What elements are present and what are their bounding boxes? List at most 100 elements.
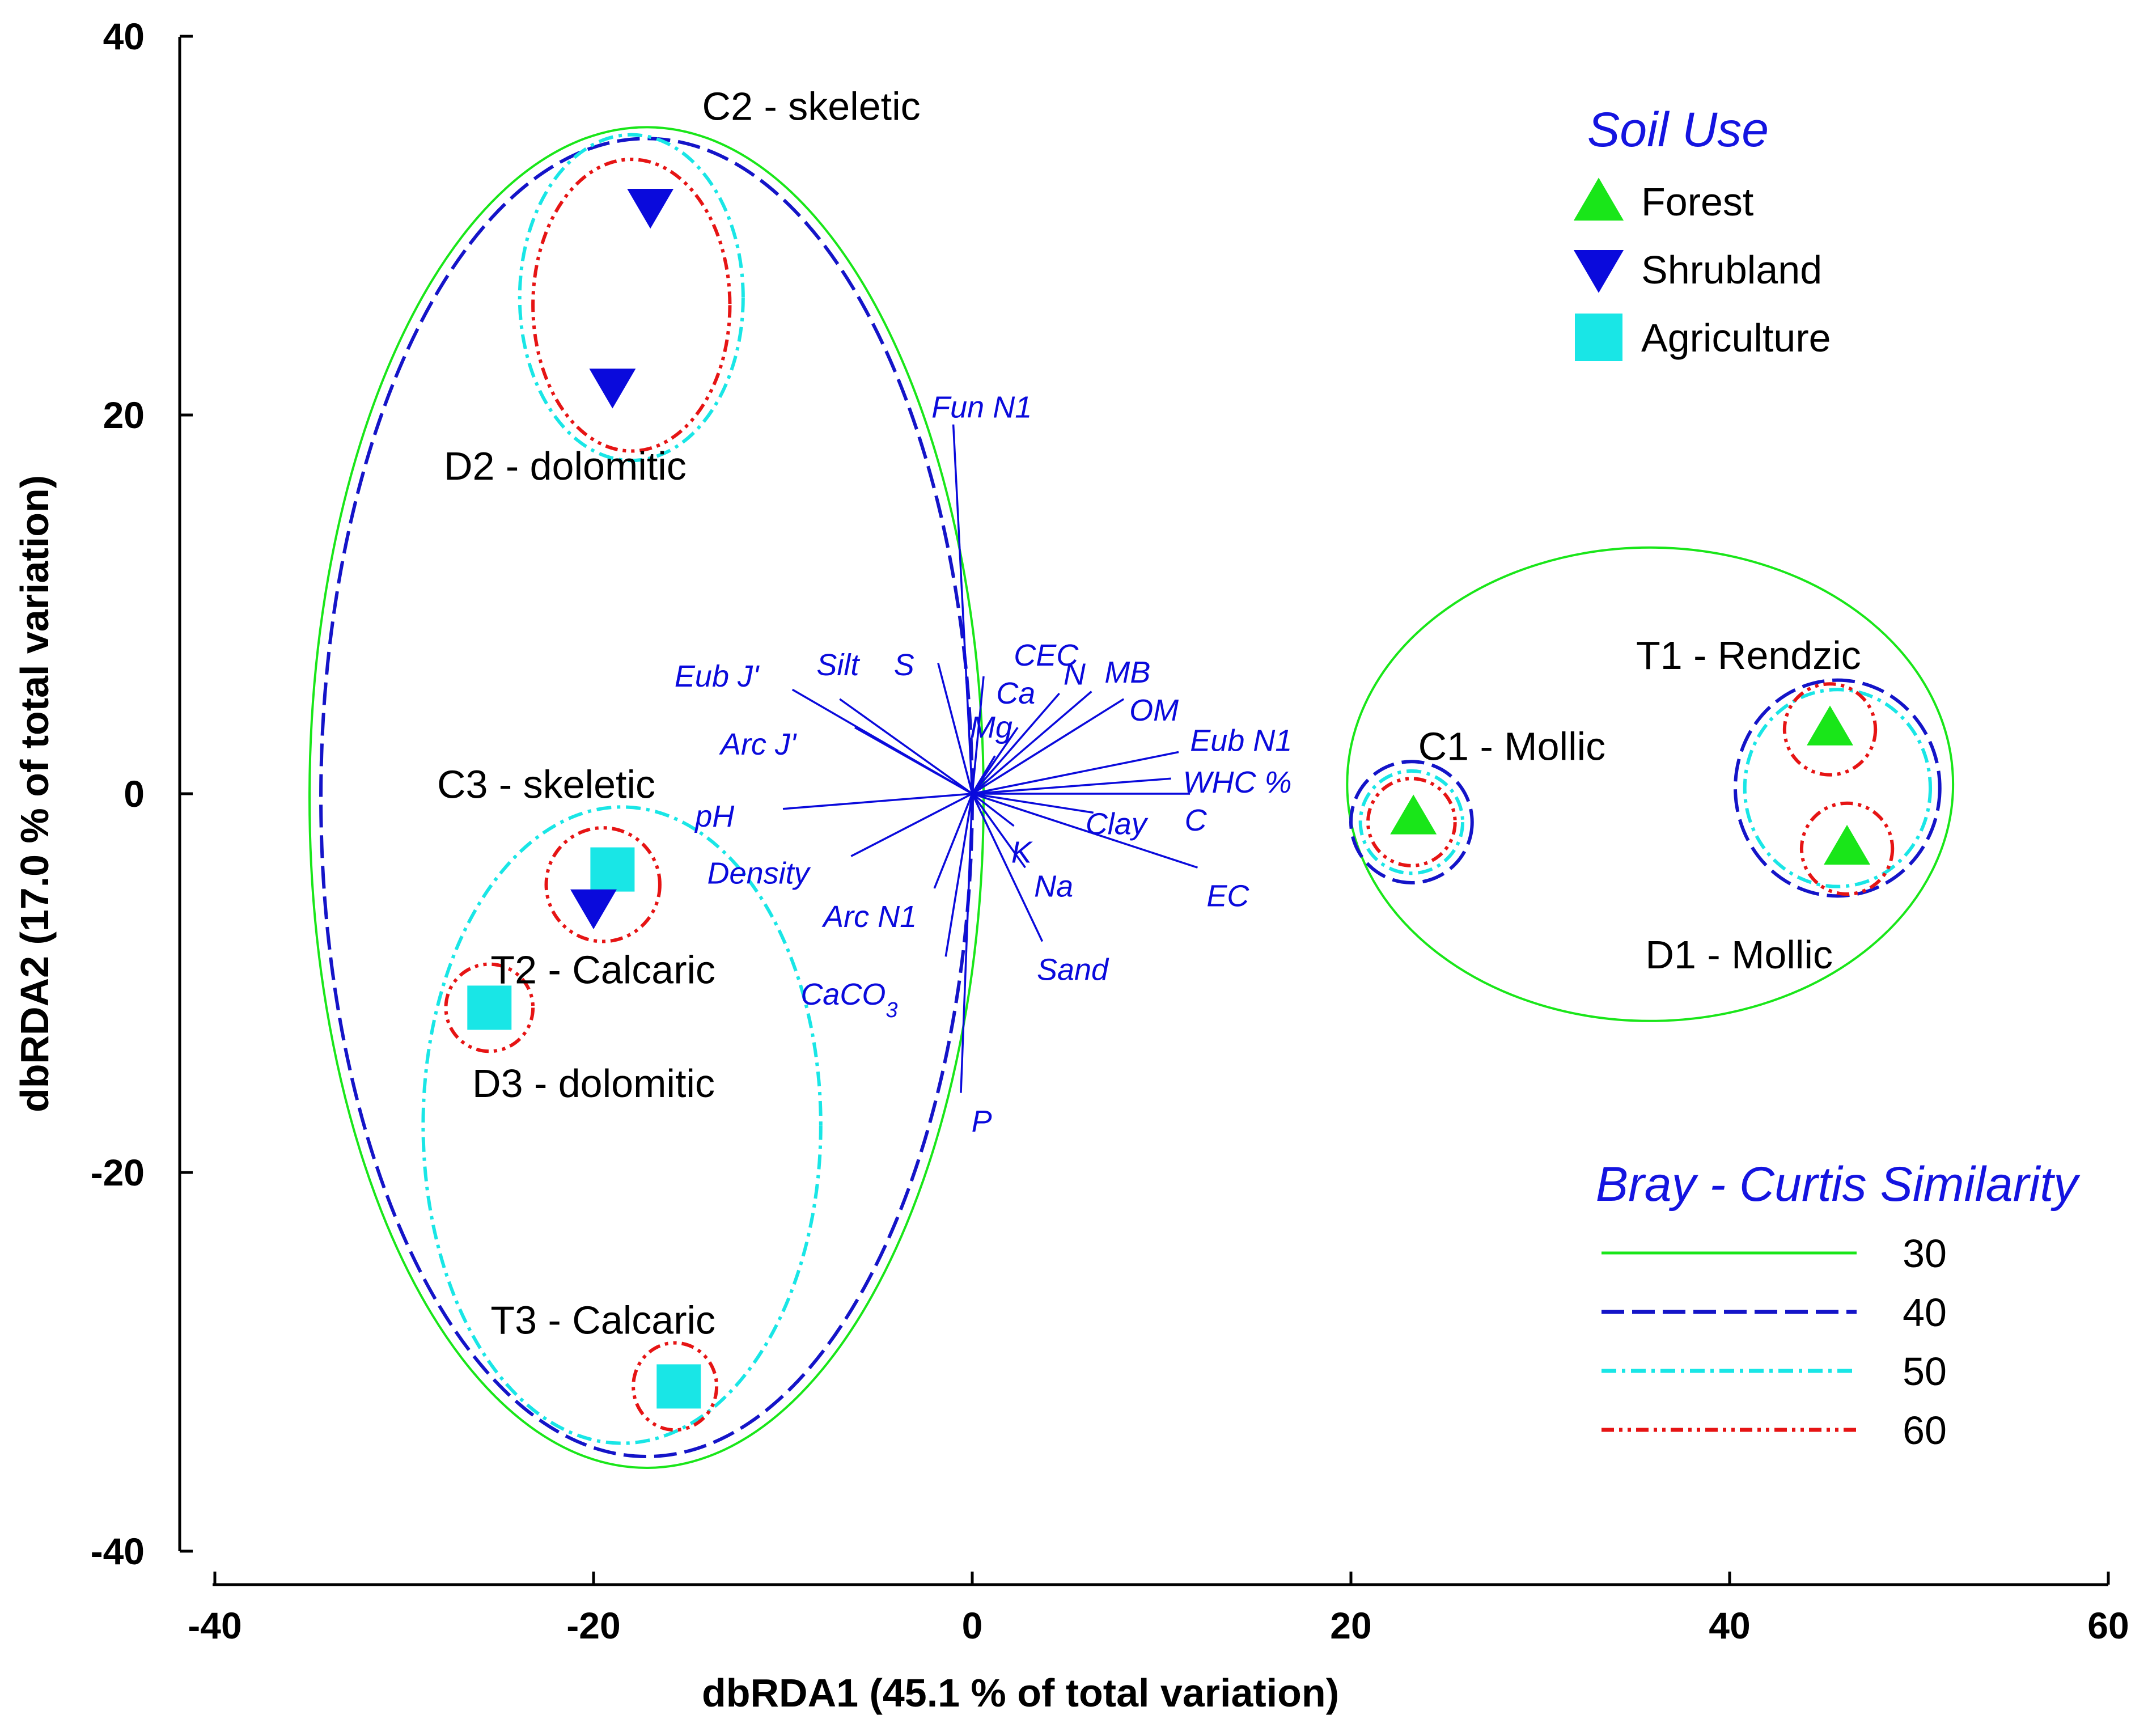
vector-caco [944,793,973,957]
vector-label-mb: MB [1104,655,1150,689]
cluster-ellipse-50 [421,805,823,1445]
y-tick-label: -20 [91,1151,145,1193]
vector-na [971,793,1026,869]
vector-label-p: P [972,1104,992,1138]
x-tick-label: -20 [566,1604,620,1646]
site-label-t1-rendzic: T1 - Rendzic [1636,633,1861,678]
site-label-d3-dolomitic: D3 - dolomitic [472,1061,715,1106]
legend-level-40: 40 [1903,1290,1947,1335]
sample-points [467,189,1871,1409]
x-axis-title: dbRDA1 (45.1 % of total variation) [702,1671,1339,1715]
vector-label-ph: pH [694,799,735,833]
cluster-ellipse-60 [444,962,535,1053]
vector-label-cec: CEC [1014,638,1079,672]
vector-silt [839,698,973,795]
axes: dbRDA1 (45.1 % of total variation) dbRDA… [12,15,2129,1715]
cluster-ellipse-60 [531,158,732,453]
point-d2-dolomitic-shrubland [589,369,636,409]
vector-label-om: OM [1129,693,1179,727]
y-tick-label: 40 [103,15,145,57]
legend-level-60: 60 [1903,1408,1947,1453]
site-label-c1-mollic: C1 - Mollic [1418,725,1606,769]
vector-n [971,692,1060,795]
site-labels: C2 - skeletic D2 - dolomitic C3 - skeletic… [437,84,1861,1343]
vector-label-ca: Ca [996,676,1035,710]
legend-marker-forest [1573,177,1624,221]
legend-label-shrubland: Shrubland [1641,248,1822,292]
x-tick-label: -40 [188,1604,242,1646]
vector-label-c: C [1185,803,1208,837]
vector-p [960,793,973,1093]
point-d1-mollic-forest [1824,824,1871,865]
y-axis-title: dbRDA2 (17.0 % of total variation) [12,475,57,1112]
point-d3-dolomitic-agriculture [467,985,512,1030]
vector-label-s: S [894,648,914,682]
vector-density [850,793,973,857]
vector-om [972,698,1125,795]
vector-label-na: Na [1034,870,1073,904]
vector-label-eub-n1: Eub N1 [1190,723,1292,757]
vector-mb [971,691,1092,795]
legend-marker-shrubland [1573,249,1624,293]
vector-cec [971,676,985,794]
legend-level-30: 30 [1903,1231,1947,1276]
point-c1-mollic-forest [1390,794,1437,835]
site-label-d2-dolomitic: D2 - dolomitic [444,444,687,488]
soil-use-legend-title: Soil Use [1587,103,1769,157]
y-tick-label: -40 [91,1530,145,1572]
cluster-ellipse-40 [1349,760,1474,884]
point-t3-calcaric-agriculture [656,1364,701,1409]
point-c3-skeletic-agriculture [590,847,635,892]
vector-label-sand: Sand [1037,953,1109,987]
vector-label-n: N [1064,658,1086,692]
vector-whc [972,777,1171,795]
vector-label-arc-j: Arc J' [719,727,797,761]
point-t1-rendzic-forest [1807,705,1853,746]
legend-marker-agriculture [1575,314,1622,361]
site-label-t2-calcaric: T2 - Calcaric [490,948,715,992]
x-tick-label: 20 [1330,1604,1371,1646]
legend-level-50: 50 [1903,1349,1947,1394]
point-t2-calcaric-shrubland [570,889,617,930]
cluster-ellipse-60 [1366,777,1457,867]
cluster-ellipse-50 [1743,688,1933,888]
vector-label-caco: CaCO3 [800,977,897,1022]
vector-label-clay: Clay [1086,807,1149,841]
cluster-ellipse-30 [1346,546,1955,1022]
site-label-c3-skeletic: C3 - skeletic [437,762,655,806]
vector-label-fun-n1: Fun N1 [931,391,1032,425]
similarity-clusters [308,126,1955,1470]
vector-label-density: Density [707,856,811,890]
vector-ec [972,793,1198,869]
vector-clay [972,793,1094,814]
site-label-c2-skeletic: C2 - skeletic [702,84,921,129]
legend-label-agriculture: Agriculture [1641,316,1831,360]
vector-label-silt: Silt [816,648,860,682]
vector-label-subscript: 3 [886,998,897,1022]
vector-ph [782,793,973,810]
cluster-ellipse-60 [1799,801,1895,896]
vector-arc-n1 [933,793,973,889]
vector-eub-n1 [972,751,1179,795]
cluster-ellipse-50 [1358,769,1465,875]
site-label-t3-calcaric: T3 - Calcaric [490,1298,715,1343]
legend-label-forest: Forest [1641,180,1753,224]
vector-fun-n1 [952,424,973,794]
cluster-ellipse-60 [1782,682,1878,777]
vector-label-eub-j: Eub J' [675,659,760,693]
x-tick-label: 40 [1709,1604,1750,1646]
x-tick-label: 60 [2087,1604,2129,1646]
cluster-ellipse-60 [544,826,662,943]
cluster-ellipse-60 [632,1341,719,1432]
x-tick-label: 0 [962,1604,983,1646]
cluster-ellipse-40 [1734,678,1942,898]
site-label-d1-mollic: D1 - Mollic [1645,933,1833,977]
vector-label-mg: Mg [970,710,1012,744]
vector-label-whc: WHC % [1183,765,1292,799]
vector-label-arc-n1: Arc N1 [821,900,917,934]
similarity-legend-title: Bray - Curtis Similarity [1596,1157,2081,1212]
point-c2-skeletic-shrubland [627,189,674,229]
vector-sand [971,793,1044,942]
